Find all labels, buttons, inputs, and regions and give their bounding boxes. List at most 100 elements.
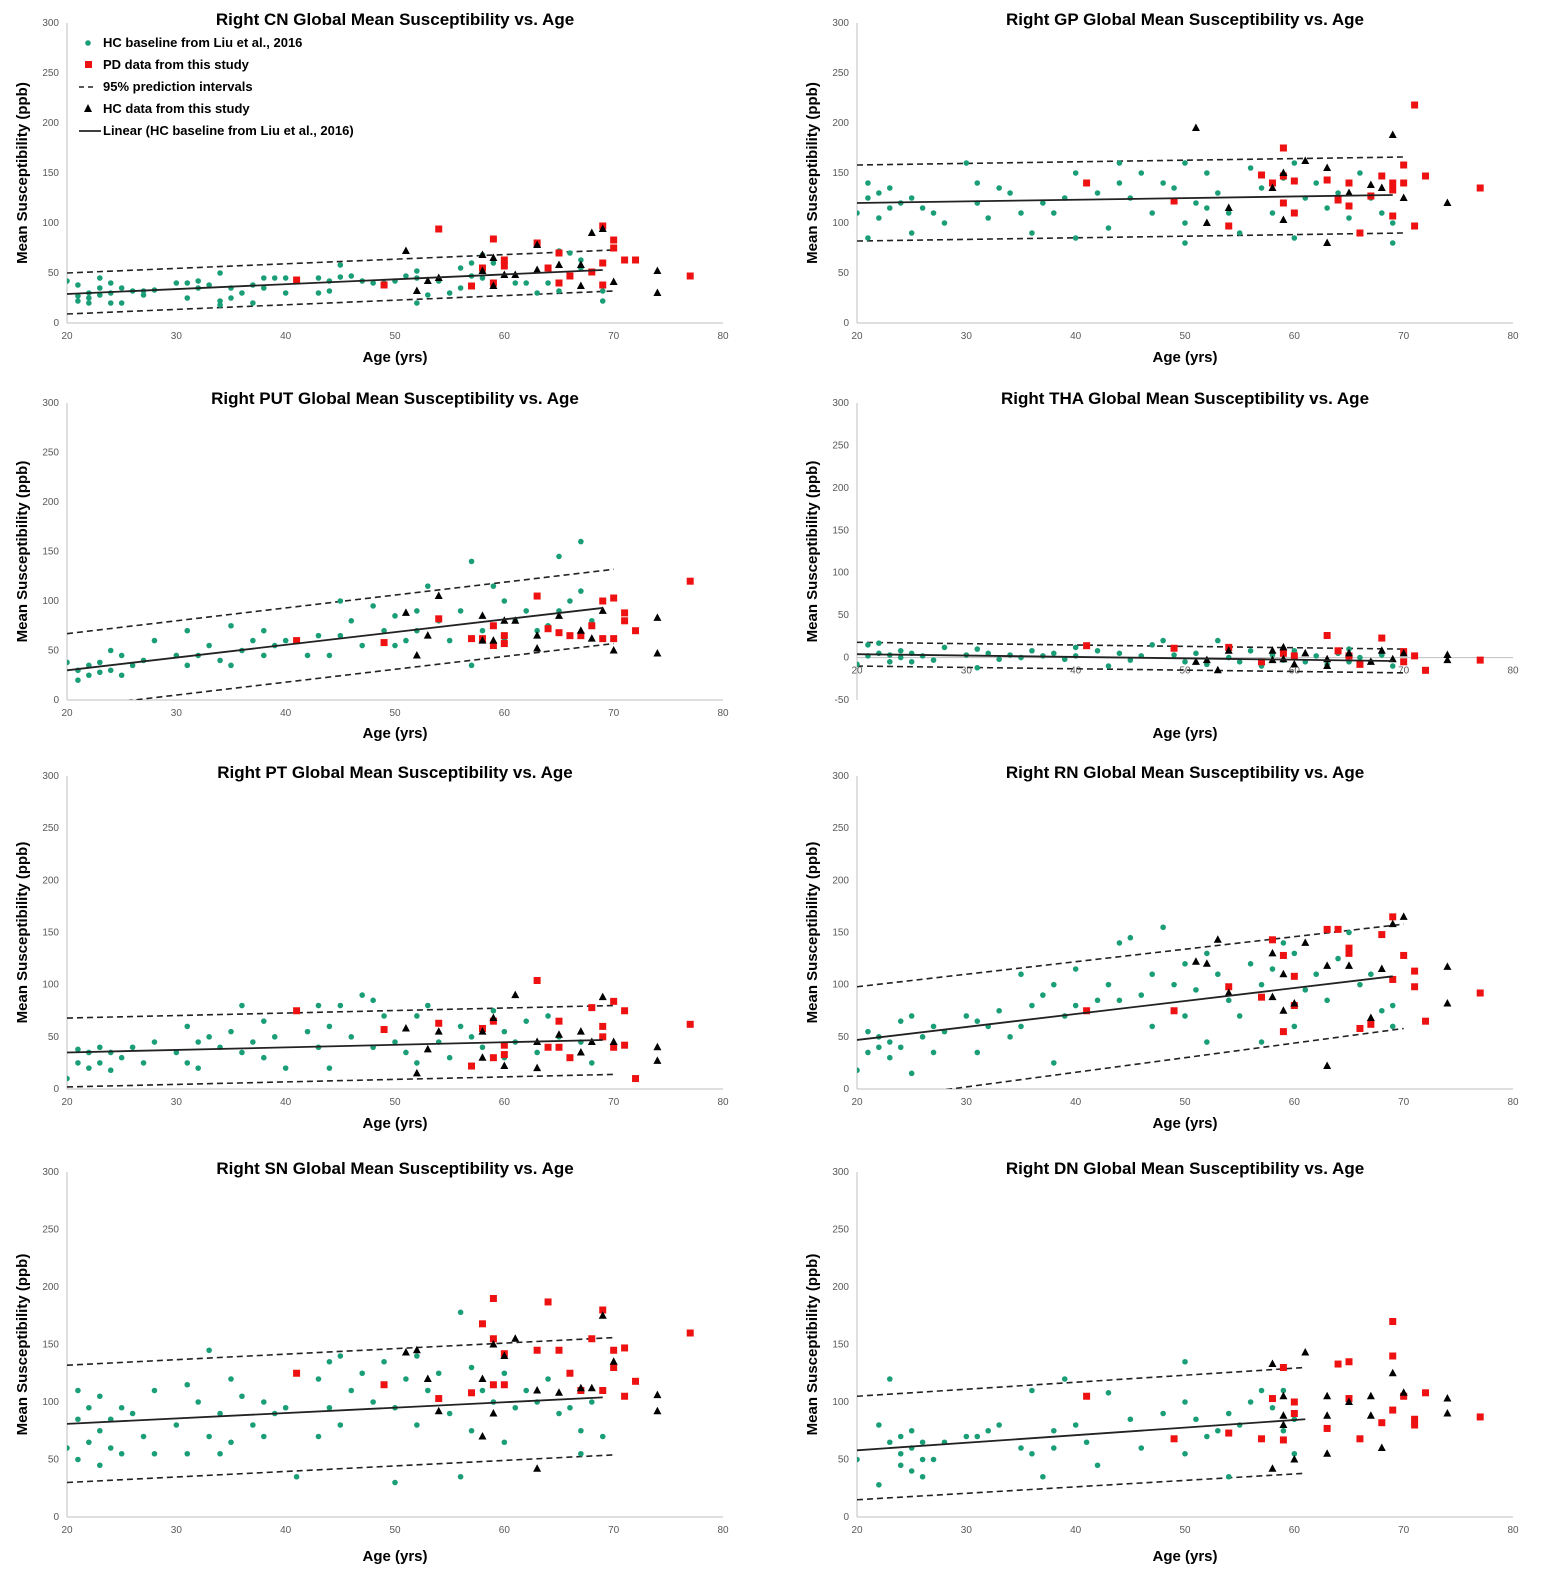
hc-baseline-point <box>1389 1023 1396 1030</box>
hc-baseline-point <box>107 1445 114 1451</box>
hc-baseline-point <box>414 268 420 274</box>
linear-fit-line <box>67 607 603 672</box>
pd-point <box>293 1007 301 1015</box>
legend-pi: 95% prediction intervals <box>103 79 253 94</box>
hc-baseline-point <box>1379 1007 1385 1014</box>
legend-linear: Linear (HC baseline from Liu et al., 201… <box>103 123 354 138</box>
pd-point <box>1170 644 1178 652</box>
hc-baseline-point <box>86 1404 92 1411</box>
hc-baseline-point <box>228 295 234 301</box>
pd-point <box>380 639 388 647</box>
x-tick-label: 30 <box>961 666 973 677</box>
pd-point <box>1279 1364 1287 1371</box>
x-tick-label: 60 <box>1289 1097 1301 1108</box>
hc-baseline-point <box>1193 200 1199 206</box>
y-tick-label: 250 <box>832 440 849 451</box>
linear-fit-line <box>857 975 1393 1041</box>
hc-study-point <box>1301 1348 1310 1356</box>
pd-point <box>1400 161 1408 169</box>
hc-baseline-point <box>1280 1427 1287 1434</box>
hc-study-point <box>1268 1464 1277 1472</box>
hc-baseline-point <box>184 1450 191 1457</box>
pd-point <box>544 625 552 633</box>
x-tick-label: 70 <box>1398 1525 1410 1536</box>
hc-baseline-point <box>930 1049 937 1056</box>
hc-baseline-point <box>337 632 344 639</box>
pd-point <box>1389 913 1397 921</box>
hc-baseline-point <box>1149 642 1155 648</box>
hc-baseline-point <box>86 295 92 301</box>
y-axis-label: Mean Susceptibility (ppb) <box>804 842 821 1024</box>
y-tick-label: 300 <box>832 398 849 409</box>
hc-baseline-point <box>337 1422 344 1428</box>
hc-baseline-point <box>930 1023 937 1030</box>
hc-study-point <box>533 1464 542 1472</box>
x-tick-label: 80 <box>1507 1097 1519 1108</box>
pd-point <box>1356 660 1364 668</box>
hc-baseline-point <box>1051 1445 1057 1451</box>
hc-baseline-point <box>556 288 562 294</box>
x-tick-label: 70 <box>1398 666 1410 677</box>
pd-point <box>1279 951 1287 959</box>
hc-study-point <box>587 634 596 642</box>
hc-baseline-point <box>250 637 256 644</box>
y-tick-label: 0 <box>843 653 849 664</box>
pd-point <box>632 256 640 264</box>
pd-point <box>1083 642 1091 650</box>
hc-baseline-point <box>261 275 267 281</box>
y-tick-label: 150 <box>42 547 59 558</box>
hc-baseline-point <box>348 1387 355 1394</box>
pd-point <box>489 1335 497 1343</box>
hc-baseline-point <box>908 1427 915 1434</box>
hc-study-point <box>1443 1409 1452 1417</box>
hc-baseline-point <box>501 1439 508 1446</box>
pd-point <box>500 1051 508 1059</box>
hc-baseline-point <box>1225 210 1232 216</box>
y-tick-label: 250 <box>42 448 59 459</box>
hc-baseline-point <box>1171 652 1177 658</box>
hc-baseline-point <box>545 1013 551 1019</box>
x-axis-label: Age (yrs) <box>362 349 427 366</box>
pd-point <box>621 609 629 617</box>
hc-baseline-point <box>567 598 573 604</box>
pd-point <box>435 615 443 623</box>
pd-point <box>435 1395 443 1403</box>
hc-baseline-point <box>282 637 289 644</box>
hc-baseline-point <box>865 235 871 241</box>
hc-study-point <box>1279 215 1288 223</box>
pd-point <box>544 264 552 272</box>
hc-study-point <box>1224 988 1233 997</box>
hc-baseline-point <box>1116 180 1123 186</box>
hc-baseline-point <box>1138 1445 1145 1451</box>
hc-baseline-point <box>1160 637 1166 644</box>
pd-point <box>610 594 618 602</box>
y-tick-label: 100 <box>42 596 59 607</box>
hc-study-point <box>423 1374 432 1382</box>
hc-baseline-point <box>1389 1002 1396 1009</box>
hc-baseline-point <box>567 1404 573 1411</box>
hc-baseline-point <box>589 1399 595 1405</box>
hc-baseline-point <box>479 275 486 281</box>
hc-baseline-point <box>184 662 191 669</box>
hc-baseline-point <box>173 280 180 286</box>
y-tick-label: 250 <box>42 68 59 79</box>
pd-point <box>435 1019 443 1027</box>
hc-baseline-point <box>97 669 103 676</box>
hc-baseline-point <box>97 1427 103 1434</box>
legend-hc-study: HC data from this study <box>103 101 250 116</box>
hc-baseline-point <box>1007 190 1013 196</box>
hc-study-point <box>1268 1359 1277 1368</box>
hc-baseline-point <box>1269 1404 1276 1411</box>
hc-baseline-point <box>239 1393 245 1400</box>
pd-point <box>1389 186 1397 194</box>
legend: HC baseline from Liu et al., 2016 PD data… <box>79 35 354 138</box>
y-tick-label: 300 <box>42 18 59 29</box>
hc-baseline-point <box>457 265 464 271</box>
x-tick-label: 50 <box>389 331 401 342</box>
hc-baseline-point <box>1225 1473 1232 1480</box>
hc-baseline-point <box>1149 210 1155 216</box>
hc-baseline-point <box>403 637 409 644</box>
y-tick-label: 250 <box>832 1225 849 1236</box>
hc-baseline-point <box>857 210 860 216</box>
hc-study-point <box>1290 1455 1299 1463</box>
